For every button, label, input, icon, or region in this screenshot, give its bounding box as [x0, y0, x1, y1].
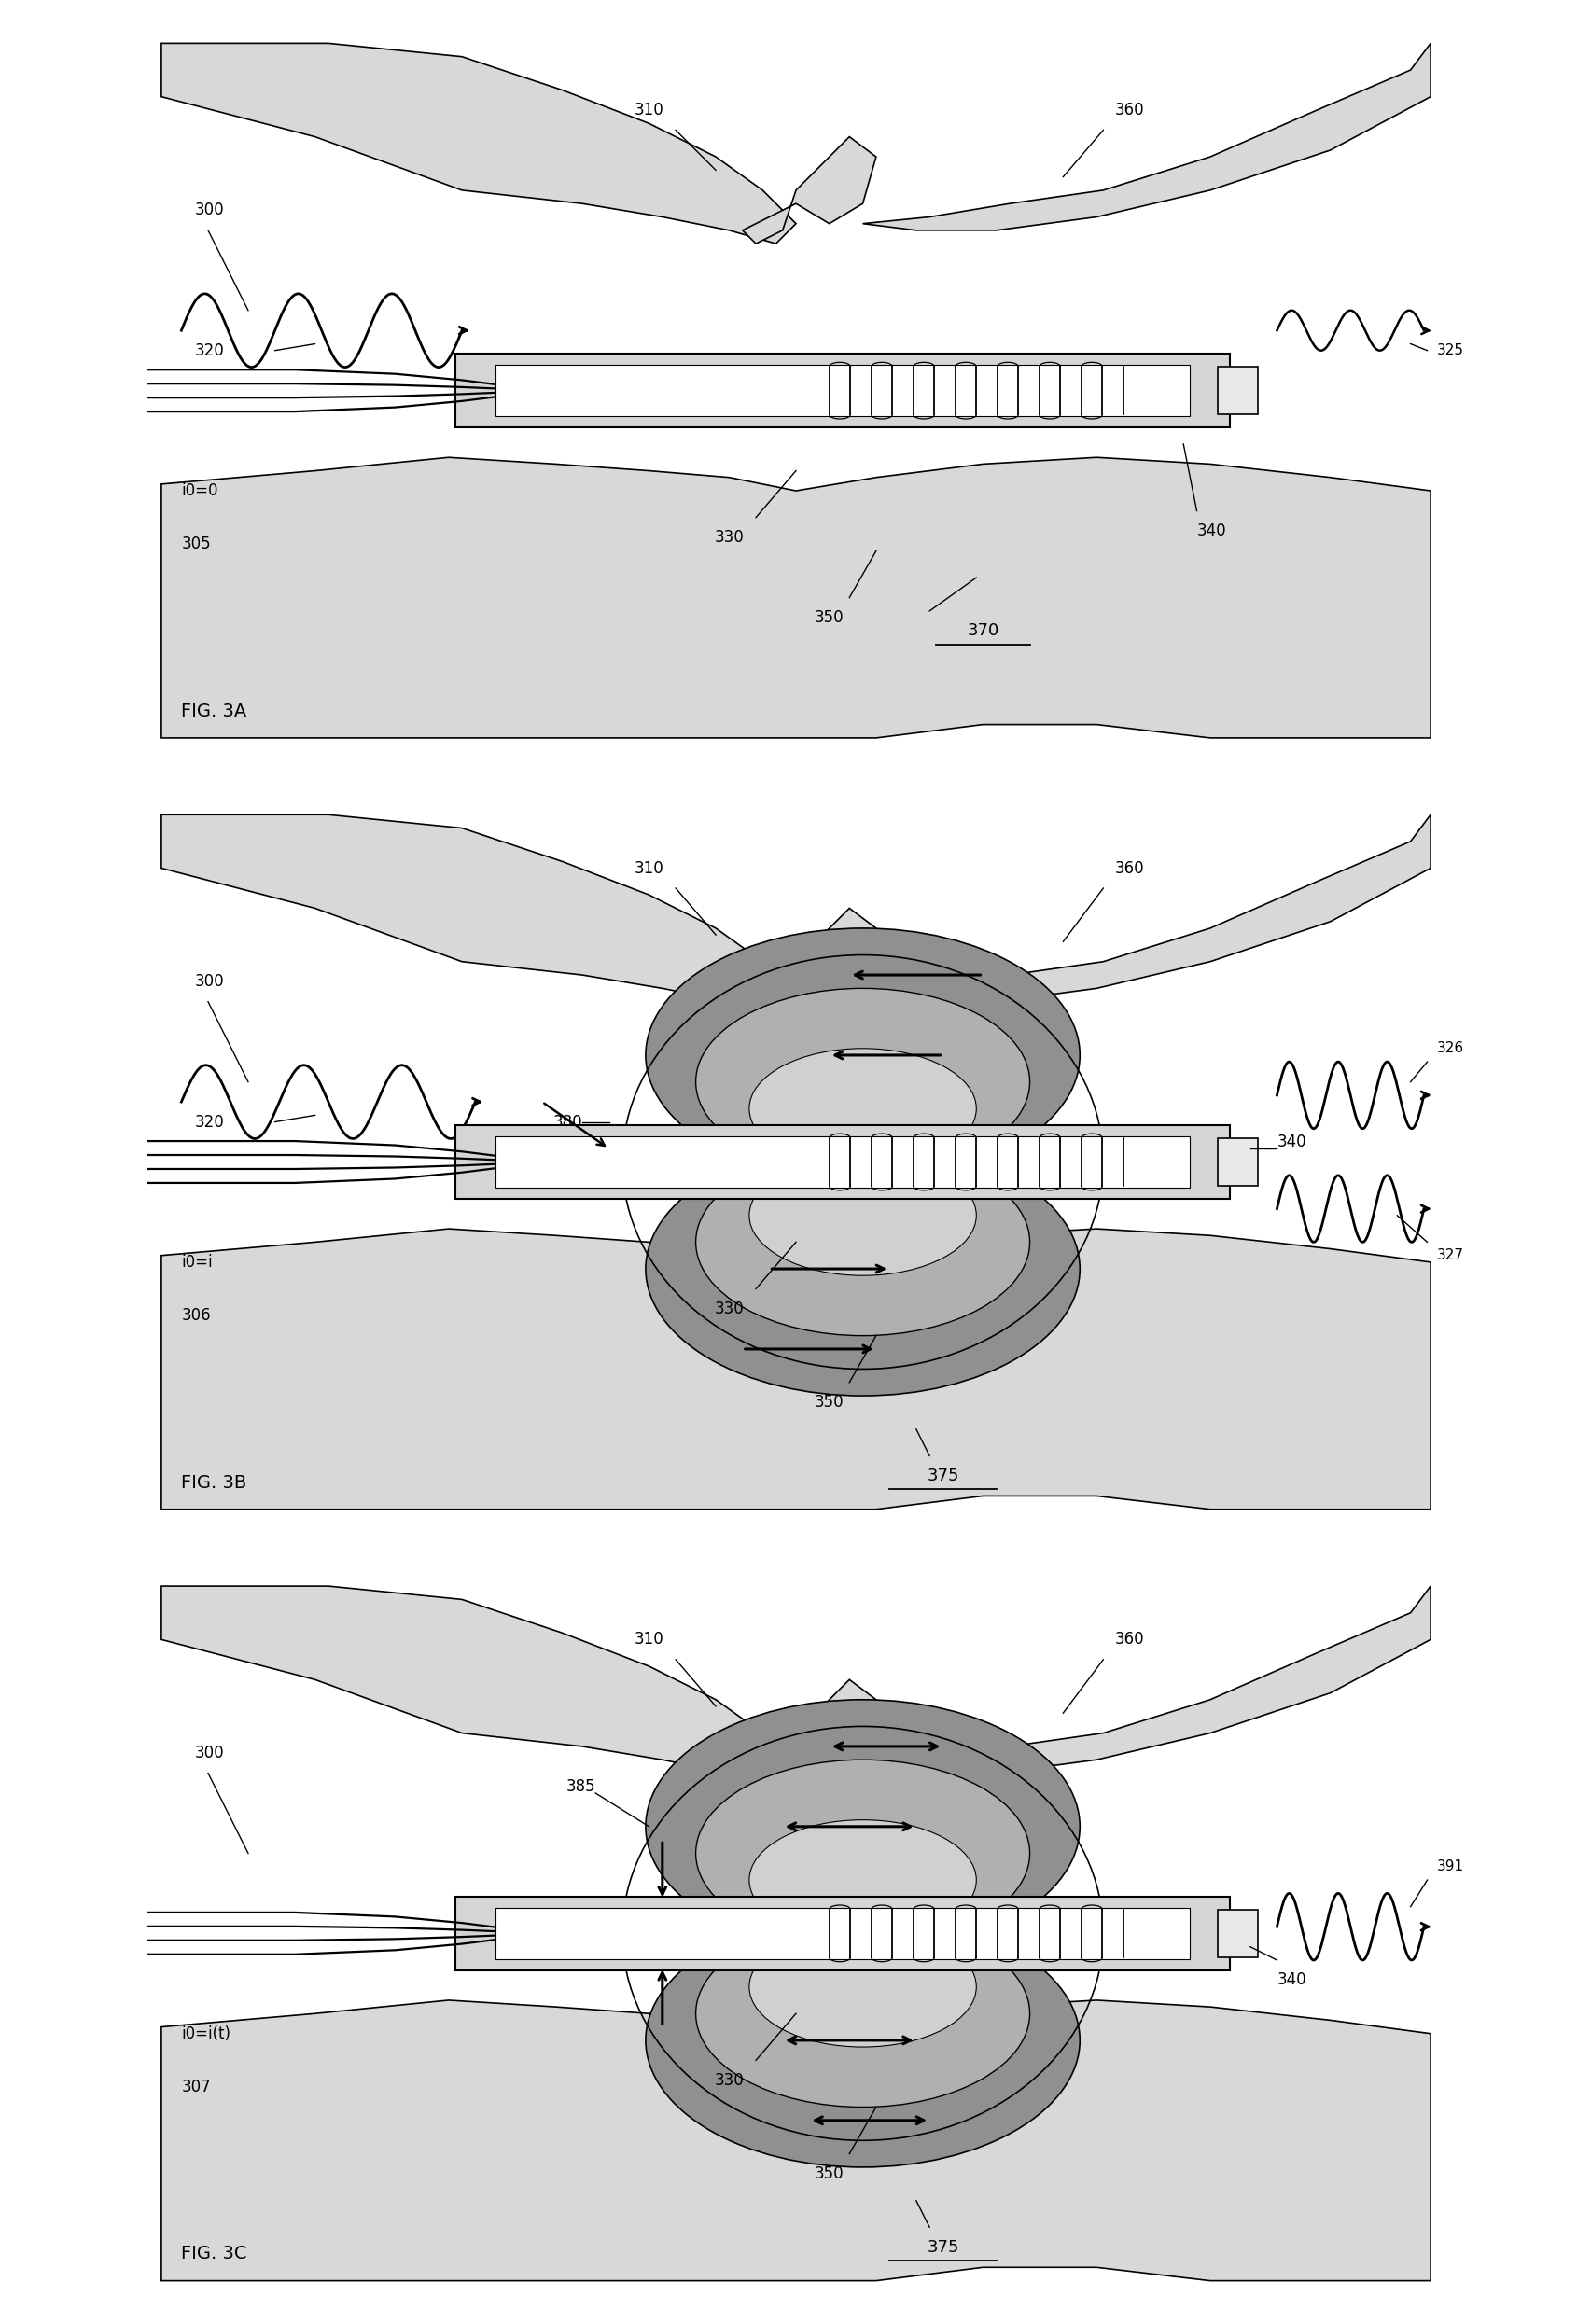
Bar [455, 353, 1230, 428]
Text: i0=i(t): i0=i(t) [181, 2024, 231, 2043]
Text: 305: 305 [181, 537, 210, 553]
Ellipse shape [646, 1141, 1079, 1397]
Text: 380: 380 [552, 1113, 582, 1129]
Polygon shape [741, 909, 875, 1016]
Bar [1217, 1139, 1257, 1185]
Bar [495, 1136, 1190, 1188]
Text: 325: 325 [1437, 344, 1464, 358]
Ellipse shape [695, 988, 1029, 1176]
Text: 350: 350 [815, 2166, 843, 2182]
Ellipse shape [749, 1820, 975, 1941]
Polygon shape [161, 1229, 1430, 1508]
Text: 350: 350 [815, 1394, 843, 1411]
Text: FIG. 3A: FIG. 3A [181, 702, 247, 720]
Bar [1217, 1910, 1257, 1957]
Ellipse shape [695, 1148, 1029, 1336]
Ellipse shape [646, 927, 1079, 1183]
Text: 370: 370 [966, 623, 999, 639]
Text: 391: 391 [1437, 1859, 1464, 1873]
Text: 340: 340 [1276, 1134, 1306, 1150]
Ellipse shape [646, 1699, 1079, 1954]
Bar [455, 1896, 1230, 1971]
Bar [495, 1908, 1190, 1959]
Ellipse shape [695, 1920, 1029, 2108]
Text: 326: 326 [1437, 1041, 1464, 1055]
Text: 320: 320 [194, 1113, 224, 1129]
Text: 330: 330 [714, 530, 743, 546]
Polygon shape [161, 44, 796, 244]
Text: 330: 330 [714, 1301, 743, 1318]
Text: 300: 300 [194, 974, 224, 990]
Text: 306: 306 [181, 1306, 210, 1325]
Polygon shape [862, 1585, 1430, 1773]
Bar [1217, 367, 1257, 414]
Polygon shape [161, 816, 796, 1016]
Ellipse shape [749, 1048, 975, 1169]
Text: 360: 360 [1115, 860, 1144, 876]
Text: 340: 340 [1276, 1971, 1306, 1989]
Text: 385: 385 [566, 1778, 595, 1794]
Text: 360: 360 [1115, 102, 1144, 119]
Text: i0=0: i0=0 [181, 483, 218, 500]
Text: i0=i: i0=i [181, 1253, 213, 1271]
Bar [455, 1125, 1230, 1199]
Ellipse shape [695, 1759, 1029, 1948]
Text: 360: 360 [1115, 1631, 1144, 1648]
Ellipse shape [749, 1927, 975, 2047]
Polygon shape [741, 1680, 875, 1787]
Ellipse shape [646, 1913, 1079, 2168]
Text: 330: 330 [714, 2073, 743, 2089]
Polygon shape [862, 44, 1430, 230]
Text: 327: 327 [1437, 1248, 1464, 1262]
Text: 310: 310 [633, 102, 663, 119]
Text: 375: 375 [926, 2238, 958, 2257]
Polygon shape [741, 137, 875, 244]
Text: 307: 307 [181, 2078, 210, 2096]
Bar [495, 365, 1190, 416]
Text: 300: 300 [194, 202, 224, 218]
Ellipse shape [749, 1155, 975, 1276]
Polygon shape [161, 458, 1430, 739]
Polygon shape [161, 2001, 1430, 2280]
Text: FIG. 3B: FIG. 3B [181, 1473, 247, 1492]
Text: 375: 375 [926, 1466, 958, 1485]
Text: 310: 310 [633, 860, 663, 876]
Text: 300: 300 [194, 1745, 224, 1762]
Text: 310: 310 [633, 1631, 663, 1648]
Text: 320: 320 [194, 342, 224, 358]
Polygon shape [862, 816, 1430, 1002]
Text: 350: 350 [815, 609, 843, 625]
Text: 340: 340 [1196, 523, 1225, 539]
Polygon shape [161, 1585, 796, 1787]
Text: FIG. 3C: FIG. 3C [181, 2245, 247, 2264]
